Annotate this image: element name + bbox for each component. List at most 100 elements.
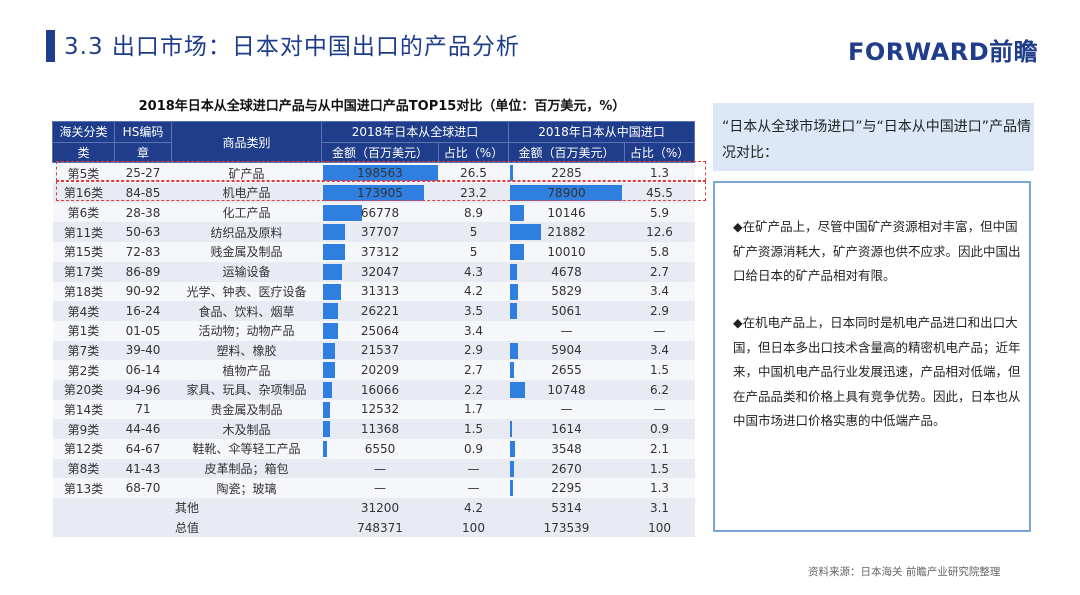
row-hs-code: 86-89	[114, 261, 172, 282]
row-china-amount-bar	[509, 204, 524, 221]
row-global-amount: 12532	[321, 399, 439, 420]
row-global-share: 1.7	[438, 399, 509, 420]
row-hs-code: 44-46	[114, 419, 172, 439]
row-category: 第7类	[52, 340, 115, 361]
row-global-amount-value: 20209	[360, 363, 400, 378]
row-product: 塑料、橡胶	[171, 340, 322, 361]
row-product: 纺织品及原料	[171, 222, 322, 243]
row-product: 皮革制品；箱包	[171, 458, 322, 479]
row-china-share: 1.3	[624, 478, 695, 499]
row-global-share: —	[438, 458, 509, 479]
row-china-share: 12.6	[624, 222, 695, 243]
header-global-amount: 金额（百万美元）	[321, 141, 439, 164]
row-global-amount: 6550	[321, 439, 439, 459]
row-china-amount-value: 21882	[547, 225, 586, 240]
table-row: 第15类 72-83 贱金属及制品 37312 5 10010 5.8	[52, 242, 695, 262]
row-china-amount-value: 2655	[551, 363, 582, 378]
row-china-amount-bar	[509, 283, 518, 300]
row-china-share: —	[624, 320, 695, 341]
row-product: 化工产品	[171, 202, 322, 223]
row-global-amount-bar	[322, 244, 345, 261]
row-china-amount-value: 4678	[551, 264, 582, 279]
table-row: 第1类 01-05 活动物；动物产品 25064 3.4 — —	[52, 320, 695, 341]
row-category: 第15类	[52, 242, 115, 262]
row-hs-code: 94-96	[114, 379, 172, 400]
row-global-amount-bar	[322, 342, 335, 359]
row-china-amount: 2285	[508, 162, 625, 184]
row-product: 贱金属及制品	[171, 242, 322, 262]
row-china-amount-value: 10146	[547, 205, 586, 220]
row-category: 第13类	[52, 478, 115, 499]
header-china-group: 2018年日本从中国进口	[508, 121, 696, 143]
row-global-share: 5	[438, 222, 509, 243]
table-row: 第4类 16-24 食品、饮料、烟草 26221 3.5 5061 2.9	[52, 301, 695, 321]
row-global-amount: 37312	[321, 242, 439, 262]
row-china-amount-value: 2285	[551, 166, 582, 181]
row-china-amount-value: 5904	[551, 343, 582, 358]
row-global-amount-value: 66778	[360, 205, 400, 220]
row-global-amount: 26221	[321, 301, 439, 321]
row-global-amount-value: 21537	[360, 343, 400, 358]
row-china-amount: 2670	[508, 458, 625, 479]
row-product: 活动物；动物产品	[171, 320, 322, 341]
row-china-share: 5.9	[624, 202, 695, 223]
header-category-sub: 类	[52, 141, 115, 164]
row-global-share: 5	[438, 242, 509, 262]
row-china-amount-bar	[509, 224, 541, 241]
row-china-amount: 10010	[508, 242, 625, 262]
row-category: 第14类	[52, 399, 115, 420]
row-global-amount-bar	[322, 165, 438, 182]
row-global-share: 2.2	[438, 379, 509, 400]
row-global-amount-value: 16066	[360, 382, 400, 397]
row-china-amount-bar	[509, 185, 622, 202]
row-product: 机电产品	[171, 183, 322, 203]
row-hs-code: 50-63	[114, 222, 172, 243]
row-china-amount-bar	[509, 263, 517, 280]
row-china-amount-value: —	[560, 323, 573, 338]
row-china-amount: —	[508, 320, 625, 341]
row-category: 第8类	[52, 458, 115, 479]
row-hs-code: 64-67	[114, 439, 172, 459]
row-hs-code: 90-92	[114, 281, 172, 302]
highlight-mineral-row	[56, 161, 706, 181]
row-total-global-amount: 748371	[321, 517, 439, 538]
row-china-amount-bar	[509, 362, 514, 379]
table-row: 第8类 41-43 皮革制品；箱包 — — 2670 1.5	[52, 458, 695, 479]
row-china-amount: 3548	[508, 439, 625, 459]
table-row: 第12类 64-67 鞋靴、伞等轻工产品 6550 0.9 3548 2.1	[52, 439, 695, 459]
row-global-share: 3.5	[438, 301, 509, 321]
table-row: 第20类 94-96 家具、玩具、杂项制品 16066 2.2 10748 6.2	[52, 379, 695, 400]
row-china-amount: 5061	[508, 301, 625, 321]
row-hs-code: 39-40	[114, 340, 172, 361]
row-china-amount-bar	[509, 244, 524, 261]
row-global-amount-bar	[322, 381, 332, 398]
row-hs-code: 28-38	[114, 202, 172, 223]
row-global-amount-value: 12532	[360, 402, 400, 417]
row-product: 运输设备	[171, 261, 322, 282]
row-china-amount: 2655	[508, 360, 625, 380]
row-product: 鞋靴、伞等轻工产品	[171, 439, 322, 459]
row-category: 第4类	[52, 301, 115, 321]
header-category: 海关分类	[52, 121, 115, 143]
row-china-share: 1.5	[624, 360, 695, 380]
row-global-amount-value: 37707	[360, 225, 400, 240]
row-category: 第20类	[52, 379, 115, 400]
row-global-amount: —	[321, 458, 439, 479]
table-row-total: 总值 748371 100 173539 100	[52, 517, 695, 538]
row-global-share: 4.2	[438, 281, 509, 302]
table-row: 第13类 68-70 陶瓷；玻璃 — — 2295 1.3	[52, 478, 695, 499]
row-global-amount-value: 26221	[360, 304, 400, 319]
row-china-amount-value: 2670	[551, 461, 582, 476]
row-global-share: 0.9	[438, 439, 509, 459]
table-row: 第16类 84-85 机电产品 173905 23.2 78900 45.5	[52, 183, 695, 203]
row-china-amount-value: —	[560, 402, 573, 417]
row-global-amount: 37707	[321, 222, 439, 243]
row-china-share: 45.5	[624, 183, 695, 203]
row-other-china-share: 3.1	[624, 498, 695, 518]
row-global-amount-value: 31313	[360, 284, 400, 299]
row-global-share: —	[438, 478, 509, 499]
row-global-amount-bar	[322, 283, 341, 300]
row-china-share: 3.4	[624, 340, 695, 361]
row-global-share: 2.9	[438, 340, 509, 361]
row-product: 贵金属及制品	[171, 399, 322, 420]
